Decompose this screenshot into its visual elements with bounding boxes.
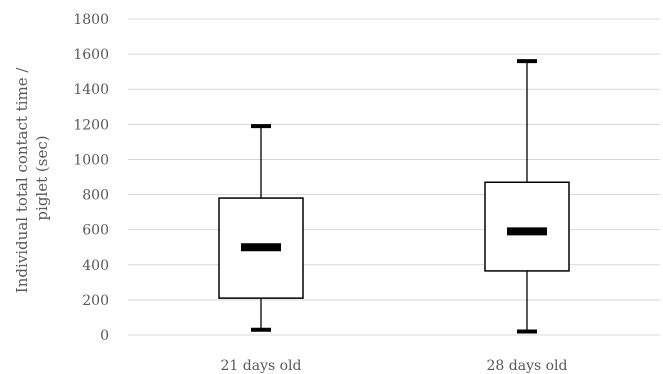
y-tick-label: 1200 xyxy=(73,117,109,133)
y-tick-label: 400 xyxy=(82,258,109,274)
y-axis-title-line-1: Individual total contact time / xyxy=(13,67,31,294)
y-tick-label: 1600 xyxy=(73,47,109,63)
y-axis-ticks: 0 200 400 600 800 1000 1200 1400 1600 1800 xyxy=(73,12,109,344)
y-tick-label: 1800 xyxy=(73,12,109,28)
y-tick-label: 600 xyxy=(82,223,109,239)
boxes xyxy=(218,59,570,334)
x-category-label: 28 days old xyxy=(487,358,568,374)
y-tick-label: 1400 xyxy=(73,82,109,98)
y-tick-label: 200 xyxy=(82,293,109,309)
iqr-box xyxy=(484,181,570,272)
x-category-label: 21 days old xyxy=(221,358,302,374)
gridlines xyxy=(128,18,660,336)
box-1 xyxy=(218,124,304,332)
y-tick-label: 1000 xyxy=(73,152,109,168)
x-axis-labels: 21 days old 28 days old xyxy=(221,358,568,374)
box-2 xyxy=(484,59,570,334)
y-axis-title: Individual total contact time / piglet (… xyxy=(13,63,51,293)
y-tick-label: 800 xyxy=(82,188,109,204)
y-tick-label: 0 xyxy=(100,328,109,344)
y-axis-title-line-2: piglet (sec) xyxy=(33,135,51,220)
